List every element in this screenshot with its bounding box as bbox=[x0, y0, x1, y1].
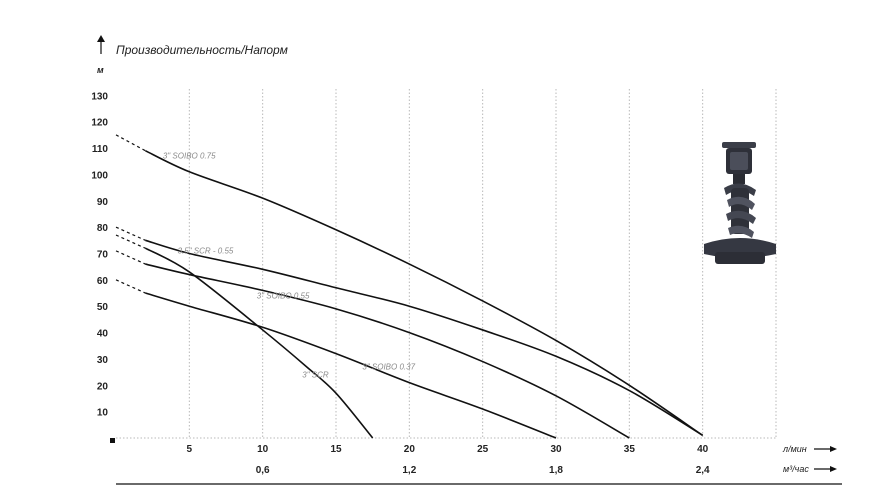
x2-tick-label: 1,2 bbox=[402, 465, 416, 476]
curve-labels: 3" SOIBO 0.75 3.5" SCR - 0.55 3" SOIBO 0.5… bbox=[163, 152, 416, 380]
y-tick-label: 30 bbox=[97, 355, 109, 366]
series-extension bbox=[115, 134, 146, 152]
y-tick-label: 40 bbox=[97, 329, 109, 340]
y-tick-label: 100 bbox=[91, 170, 108, 181]
series-label: 3" SCR bbox=[302, 370, 329, 379]
series-line bbox=[144, 247, 374, 439]
x2-tick-label: 2,4 bbox=[696, 465, 710, 476]
x-tick-label: 15 bbox=[330, 444, 342, 455]
arrow-up-icon bbox=[97, 35, 105, 54]
series-line bbox=[145, 239, 704, 437]
origin-marker bbox=[110, 438, 115, 443]
x-tick-label: 10 bbox=[257, 444, 269, 455]
x-tick-label: 5 bbox=[187, 444, 193, 455]
y-axis-label: м bbox=[97, 65, 104, 75]
y-tick-label: 130 bbox=[91, 91, 108, 102]
series-label: 3" SOIBO 0.75 bbox=[163, 152, 216, 161]
y-tick-label: 70 bbox=[97, 250, 109, 261]
x-tick-label: 35 bbox=[624, 444, 636, 455]
y-tick-label: 80 bbox=[97, 223, 109, 234]
y-tick-label: 50 bbox=[97, 302, 109, 313]
chart-title: Производительность/Напорм bbox=[116, 43, 288, 57]
series-extension bbox=[115, 234, 146, 249]
x-ticks: 5 10 15 20 25 30 35 40 bbox=[187, 444, 709, 455]
series-label: 3.5" SCR - 0.55 bbox=[178, 247, 234, 256]
x2-axis-label: м³/час bbox=[783, 464, 809, 474]
x-tick-label: 20 bbox=[404, 444, 416, 455]
series-line bbox=[145, 292, 557, 439]
x-tick-label: 30 bbox=[550, 444, 562, 455]
y-tick-label: 120 bbox=[91, 118, 108, 129]
y-tick-label: 20 bbox=[97, 381, 109, 392]
pump-impeller-icon bbox=[704, 142, 776, 264]
arrow-right-icon bbox=[814, 446, 837, 452]
y-tick-label: 110 bbox=[92, 144, 109, 155]
x2-ticks: 0,6 1,2 1,8 2,4 bbox=[256, 465, 710, 476]
series-line bbox=[144, 149, 704, 437]
arrow-right-icon bbox=[814, 466, 837, 472]
curves bbox=[115, 134, 704, 439]
series-extension bbox=[115, 226, 146, 241]
y-tick-label: 90 bbox=[97, 197, 109, 208]
series-extension bbox=[115, 250, 146, 265]
y-tick-label: 10 bbox=[97, 408, 109, 419]
x-tick-label: 40 bbox=[697, 444, 709, 455]
series-label: 3" SOIBO 0.37 bbox=[362, 362, 415, 371]
series-label: 3" SOIBO 0.55 bbox=[257, 291, 310, 300]
y-tick-label: 60 bbox=[97, 276, 109, 287]
y-ticks: 10 20 30 40 50 60 70 80 90 100 110 120 130 bbox=[91, 91, 108, 418]
series-line bbox=[145, 263, 630, 439]
x2-tick-label: 1,8 bbox=[549, 465, 563, 476]
x-tick-label: 25 bbox=[477, 444, 489, 455]
x2-tick-label: 0,6 bbox=[256, 465, 270, 476]
x-axis-label: л/мин bbox=[782, 444, 807, 454]
series-extension bbox=[115, 279, 146, 294]
grid bbox=[116, 89, 777, 439]
